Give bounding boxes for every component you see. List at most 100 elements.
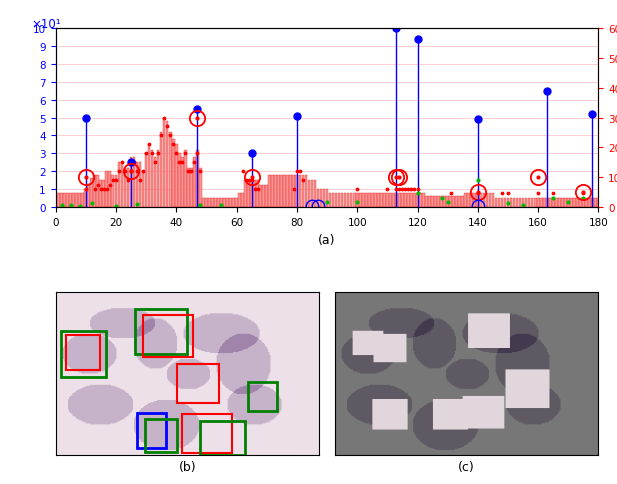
Bar xyxy=(410,193,413,208)
Bar xyxy=(344,193,347,208)
Bar xyxy=(555,198,558,208)
Bar xyxy=(334,193,337,208)
Bar xyxy=(416,193,419,208)
Text: (b): (b) xyxy=(178,460,196,472)
Bar xyxy=(377,193,379,208)
Bar xyxy=(323,190,325,208)
Bar xyxy=(247,181,250,208)
Bar xyxy=(434,197,437,208)
Bar xyxy=(428,197,431,208)
Bar xyxy=(201,421,246,455)
Bar xyxy=(302,175,304,208)
Bar xyxy=(280,175,283,208)
Bar xyxy=(365,193,368,208)
Bar xyxy=(256,181,259,208)
Bar xyxy=(126,168,130,208)
Bar xyxy=(145,419,177,452)
Bar xyxy=(452,197,455,208)
Bar xyxy=(196,151,199,208)
Bar xyxy=(317,190,320,208)
Bar xyxy=(248,382,277,411)
Bar xyxy=(576,198,579,208)
Bar xyxy=(347,193,349,208)
Bar xyxy=(289,175,292,208)
Bar xyxy=(407,193,410,208)
Bar xyxy=(271,175,274,208)
Bar xyxy=(567,198,569,208)
Bar xyxy=(278,175,280,208)
Bar xyxy=(85,190,87,208)
Bar xyxy=(175,145,178,208)
Bar xyxy=(395,193,398,208)
Bar xyxy=(513,198,515,208)
Bar xyxy=(528,198,531,208)
Bar xyxy=(169,133,172,208)
Bar xyxy=(564,198,566,208)
Bar xyxy=(326,190,328,208)
Bar xyxy=(392,193,395,208)
Bar xyxy=(232,198,235,208)
Bar xyxy=(75,193,78,208)
Bar xyxy=(398,193,401,208)
Bar xyxy=(305,175,307,208)
Bar xyxy=(69,193,72,208)
Bar xyxy=(238,193,241,208)
Bar xyxy=(310,181,313,208)
Bar xyxy=(99,181,102,208)
Bar xyxy=(102,181,105,208)
Bar xyxy=(549,198,552,208)
Bar xyxy=(166,122,168,208)
Bar xyxy=(253,181,256,208)
Bar xyxy=(519,198,521,208)
Bar xyxy=(63,193,66,208)
Bar xyxy=(462,197,464,208)
Bar xyxy=(573,198,576,208)
Bar xyxy=(106,172,108,208)
Bar xyxy=(96,175,99,208)
Bar xyxy=(144,154,147,208)
Bar xyxy=(404,193,407,208)
Bar xyxy=(244,181,247,208)
Bar xyxy=(558,198,561,208)
Bar xyxy=(135,309,188,354)
Bar xyxy=(337,193,341,208)
Bar xyxy=(585,198,588,208)
Bar xyxy=(537,198,539,208)
Bar xyxy=(465,193,467,208)
Bar xyxy=(61,332,106,377)
Bar xyxy=(193,158,196,208)
Bar xyxy=(332,193,334,208)
Bar xyxy=(217,198,220,208)
Bar xyxy=(90,179,93,208)
Bar xyxy=(147,145,151,208)
Bar xyxy=(190,168,193,208)
Bar xyxy=(223,198,226,208)
Bar xyxy=(208,198,211,208)
Bar xyxy=(503,198,507,208)
Bar xyxy=(123,168,126,208)
Bar xyxy=(112,175,114,208)
Bar xyxy=(78,193,81,208)
Bar xyxy=(81,193,84,208)
Bar xyxy=(468,193,470,208)
Bar xyxy=(543,198,545,208)
Bar xyxy=(286,175,289,208)
Bar xyxy=(425,197,428,208)
Bar xyxy=(329,193,331,208)
Bar xyxy=(205,198,208,208)
Bar xyxy=(235,198,238,208)
Bar xyxy=(374,193,376,208)
Bar xyxy=(507,198,510,208)
Bar xyxy=(241,193,244,208)
Bar xyxy=(275,175,277,208)
Bar xyxy=(133,158,135,208)
Bar xyxy=(552,198,555,208)
Bar xyxy=(313,181,317,208)
Bar xyxy=(299,175,301,208)
Bar xyxy=(66,193,69,208)
Text: (a): (a) xyxy=(318,233,336,246)
Bar xyxy=(72,193,75,208)
Bar xyxy=(172,140,175,208)
Bar xyxy=(534,198,537,208)
Bar xyxy=(570,198,573,208)
